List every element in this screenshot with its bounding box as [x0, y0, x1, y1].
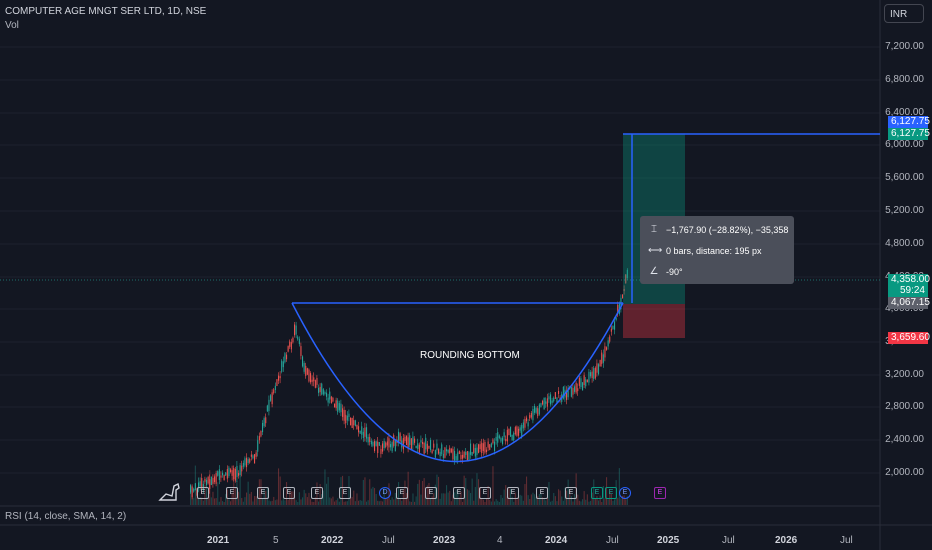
earnings-marker[interactable]: E	[479, 487, 491, 499]
time-axis-tick: Jul	[382, 535, 395, 546]
rounding-bottom-curve	[291, 302, 624, 462]
time-axis-tick: 2026	[775, 535, 798, 546]
earnings-marker[interactable]: E	[197, 487, 209, 499]
symbol-title[interactable]: COMPUTER AGE MNGT SER LTD, 1D, NSE	[5, 6, 207, 17]
time-axis-tick: 2022	[321, 535, 344, 546]
price-axis-tick: 5,200.00	[885, 205, 924, 216]
measure-bars-distance: 0 bars, distance: 195 px	[666, 245, 762, 256]
date-range-icon: ⟷	[648, 245, 663, 256]
candlesticks	[190, 268, 628, 500]
earnings-marker[interactable]: E	[591, 487, 603, 499]
currency-button[interactable]: INR	[884, 4, 924, 23]
earnings-marker[interactable]: E	[396, 487, 408, 499]
earnings-marker[interactable]: E	[257, 487, 269, 499]
dividend-marker[interactable]: D	[379, 487, 391, 499]
measure-angle: -90°	[666, 266, 683, 277]
target-price-tag-2: 6,127.75	[888, 128, 930, 140]
price-axis-tick: 7,200.00	[885, 41, 924, 52]
earnings-marker[interactable]: E	[226, 487, 238, 499]
price-axis-tick: 2,800.00	[885, 401, 924, 412]
bar-countdown: 59:24	[888, 285, 928, 297]
rsi-indicator-label[interactable]: RSI (14, close, SMA, 14, 2)	[5, 511, 127, 522]
time-axis-tick: 4	[497, 535, 503, 546]
time-axis-tick: 2021	[207, 535, 230, 546]
earnings-marker[interactable]: E	[605, 487, 617, 499]
price-axis-tick: 2,000.00	[885, 467, 924, 478]
earnings-marker[interactable]: E	[619, 487, 631, 499]
price-axis-tick: 3,200.00	[885, 369, 924, 380]
price-axis-tick: 4,800.00	[885, 238, 924, 249]
earnings-marker[interactable]: E	[536, 487, 548, 499]
price-axis-tick: 6,000.00	[885, 139, 924, 150]
volume-indicator-label[interactable]: Vol	[5, 20, 19, 31]
target-price-tag: 6,127.75	[888, 116, 930, 128]
earnings-marker[interactable]: E	[311, 487, 323, 499]
pattern-label[interactable]: ROUNDING BOTTOM	[420, 350, 520, 361]
time-axis-tick: 5	[273, 535, 279, 546]
logo-icon	[158, 482, 180, 501]
time-axis-tick: Jul	[722, 535, 735, 546]
earnings-marker[interactable]: E	[565, 487, 577, 499]
volume-bars	[190, 465, 628, 505]
price-range-icon: ⌶	[651, 224, 657, 235]
loss-zone	[623, 304, 685, 338]
price-axis-tick: 6,800.00	[885, 74, 924, 85]
price-axis-tick: 5,600.00	[885, 172, 924, 183]
time-axis-tick: Jul	[606, 535, 619, 546]
measure-tooltip: ⌶ −1,767.90 (−28.82%), −35,358 ⟷ 0 bars,…	[640, 216, 794, 284]
earnings-marker[interactable]: E	[283, 487, 295, 499]
angle-icon: ∠	[649, 266, 659, 277]
last-price-tag: 4,358.00	[888, 274, 930, 286]
entry-price-tag: 4,067.15	[888, 297, 930, 309]
earnings-marker[interactable]: E	[425, 487, 437, 499]
stop-price-tag: 3,659.60	[888, 332, 930, 344]
earnings-marker[interactable]: E	[507, 487, 519, 499]
time-axis-tick: 2023	[433, 535, 456, 546]
time-axis-tick: 2025	[657, 535, 680, 546]
upcoming-earnings-marker[interactable]: E	[654, 487, 666, 499]
earnings-marker[interactable]: E	[339, 487, 351, 499]
time-axis-tick: 2024	[545, 535, 568, 546]
measure-price-change: −1,767.90 (−28.82%), −35,358	[666, 224, 789, 235]
price-axis-tick: 2,400.00	[885, 434, 924, 445]
grid-lines	[0, 46, 880, 474]
earnings-marker[interactable]: E	[453, 487, 465, 499]
price-axis-tick: 6,400.00	[885, 107, 924, 118]
time-axis-tick: Jul	[840, 535, 853, 546]
